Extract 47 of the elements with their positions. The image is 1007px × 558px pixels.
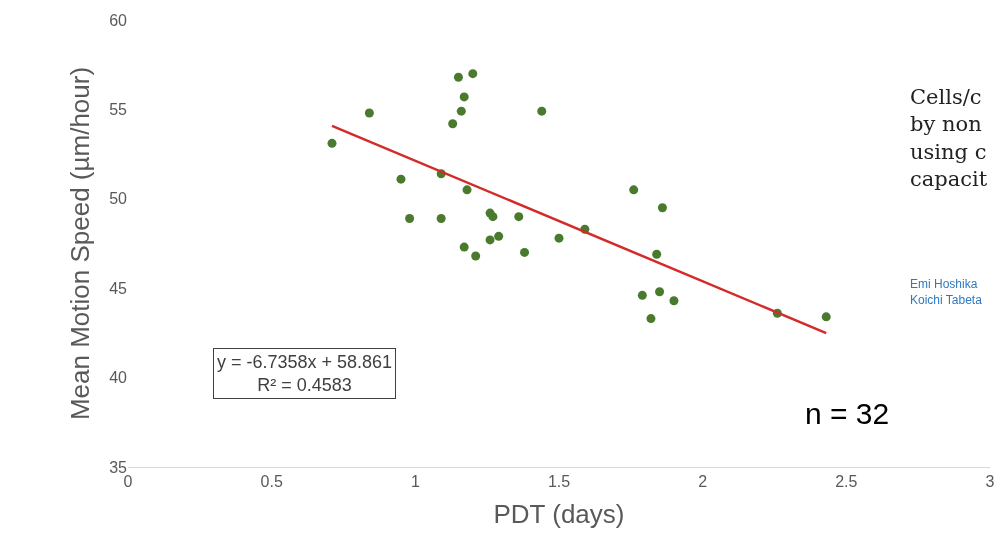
point bbox=[537, 106, 547, 116]
point bbox=[514, 212, 524, 222]
point bbox=[494, 231, 504, 241]
x-tick-label: 0.5 bbox=[260, 473, 283, 491]
x-tick-label: 2 bbox=[698, 473, 708, 491]
annotation: y = -6.7358x + 58.861 R² = 0.4583 bbox=[217, 352, 393, 396]
point bbox=[456, 106, 466, 116]
point bbox=[485, 235, 495, 245]
point bbox=[637, 290, 647, 300]
point bbox=[821, 312, 831, 322]
point bbox=[488, 212, 498, 222]
point bbox=[471, 251, 481, 261]
point bbox=[629, 185, 639, 195]
point bbox=[655, 287, 665, 297]
point bbox=[405, 213, 415, 223]
point bbox=[468, 69, 478, 79]
x-tick-label: 1 bbox=[410, 473, 420, 491]
point bbox=[652, 249, 662, 259]
y-tick-label: 55 bbox=[109, 101, 128, 118]
x-tick-label: 1.5 bbox=[547, 473, 571, 491]
y-tick-label: 40 bbox=[109, 369, 128, 387]
point bbox=[520, 247, 530, 257]
annotation: Cells/c by non using c capacit bbox=[910, 85, 988, 191]
point bbox=[459, 92, 469, 102]
point bbox=[448, 119, 458, 129]
y-tick-label: 35 bbox=[109, 458, 128, 476]
point bbox=[459, 242, 469, 252]
x-tick-label: 2.5 bbox=[835, 473, 858, 491]
point bbox=[327, 138, 337, 148]
x-tick-label: 3 bbox=[985, 473, 995, 491]
point bbox=[657, 203, 667, 213]
point bbox=[462, 185, 472, 195]
y-tick-label: 50 bbox=[109, 190, 128, 208]
x-tick-label: 0 bbox=[123, 473, 133, 491]
point bbox=[396, 174, 406, 184]
point bbox=[364, 108, 374, 118]
point bbox=[669, 296, 679, 306]
annotation: Emi Hoshika Koichi Tabeta bbox=[910, 277, 983, 307]
y-tick-label: 60 bbox=[109, 11, 128, 29]
annotation: n = 32 bbox=[805, 397, 890, 430]
y-tick-label: 45 bbox=[109, 279, 128, 297]
point bbox=[436, 213, 446, 223]
y-axis-title: Mean Motion Speed (µm/hour) bbox=[64, 66, 95, 421]
point bbox=[554, 233, 564, 243]
point bbox=[646, 314, 656, 324]
point bbox=[453, 72, 463, 82]
x-axis-title: PDT (days) bbox=[493, 498, 625, 529]
